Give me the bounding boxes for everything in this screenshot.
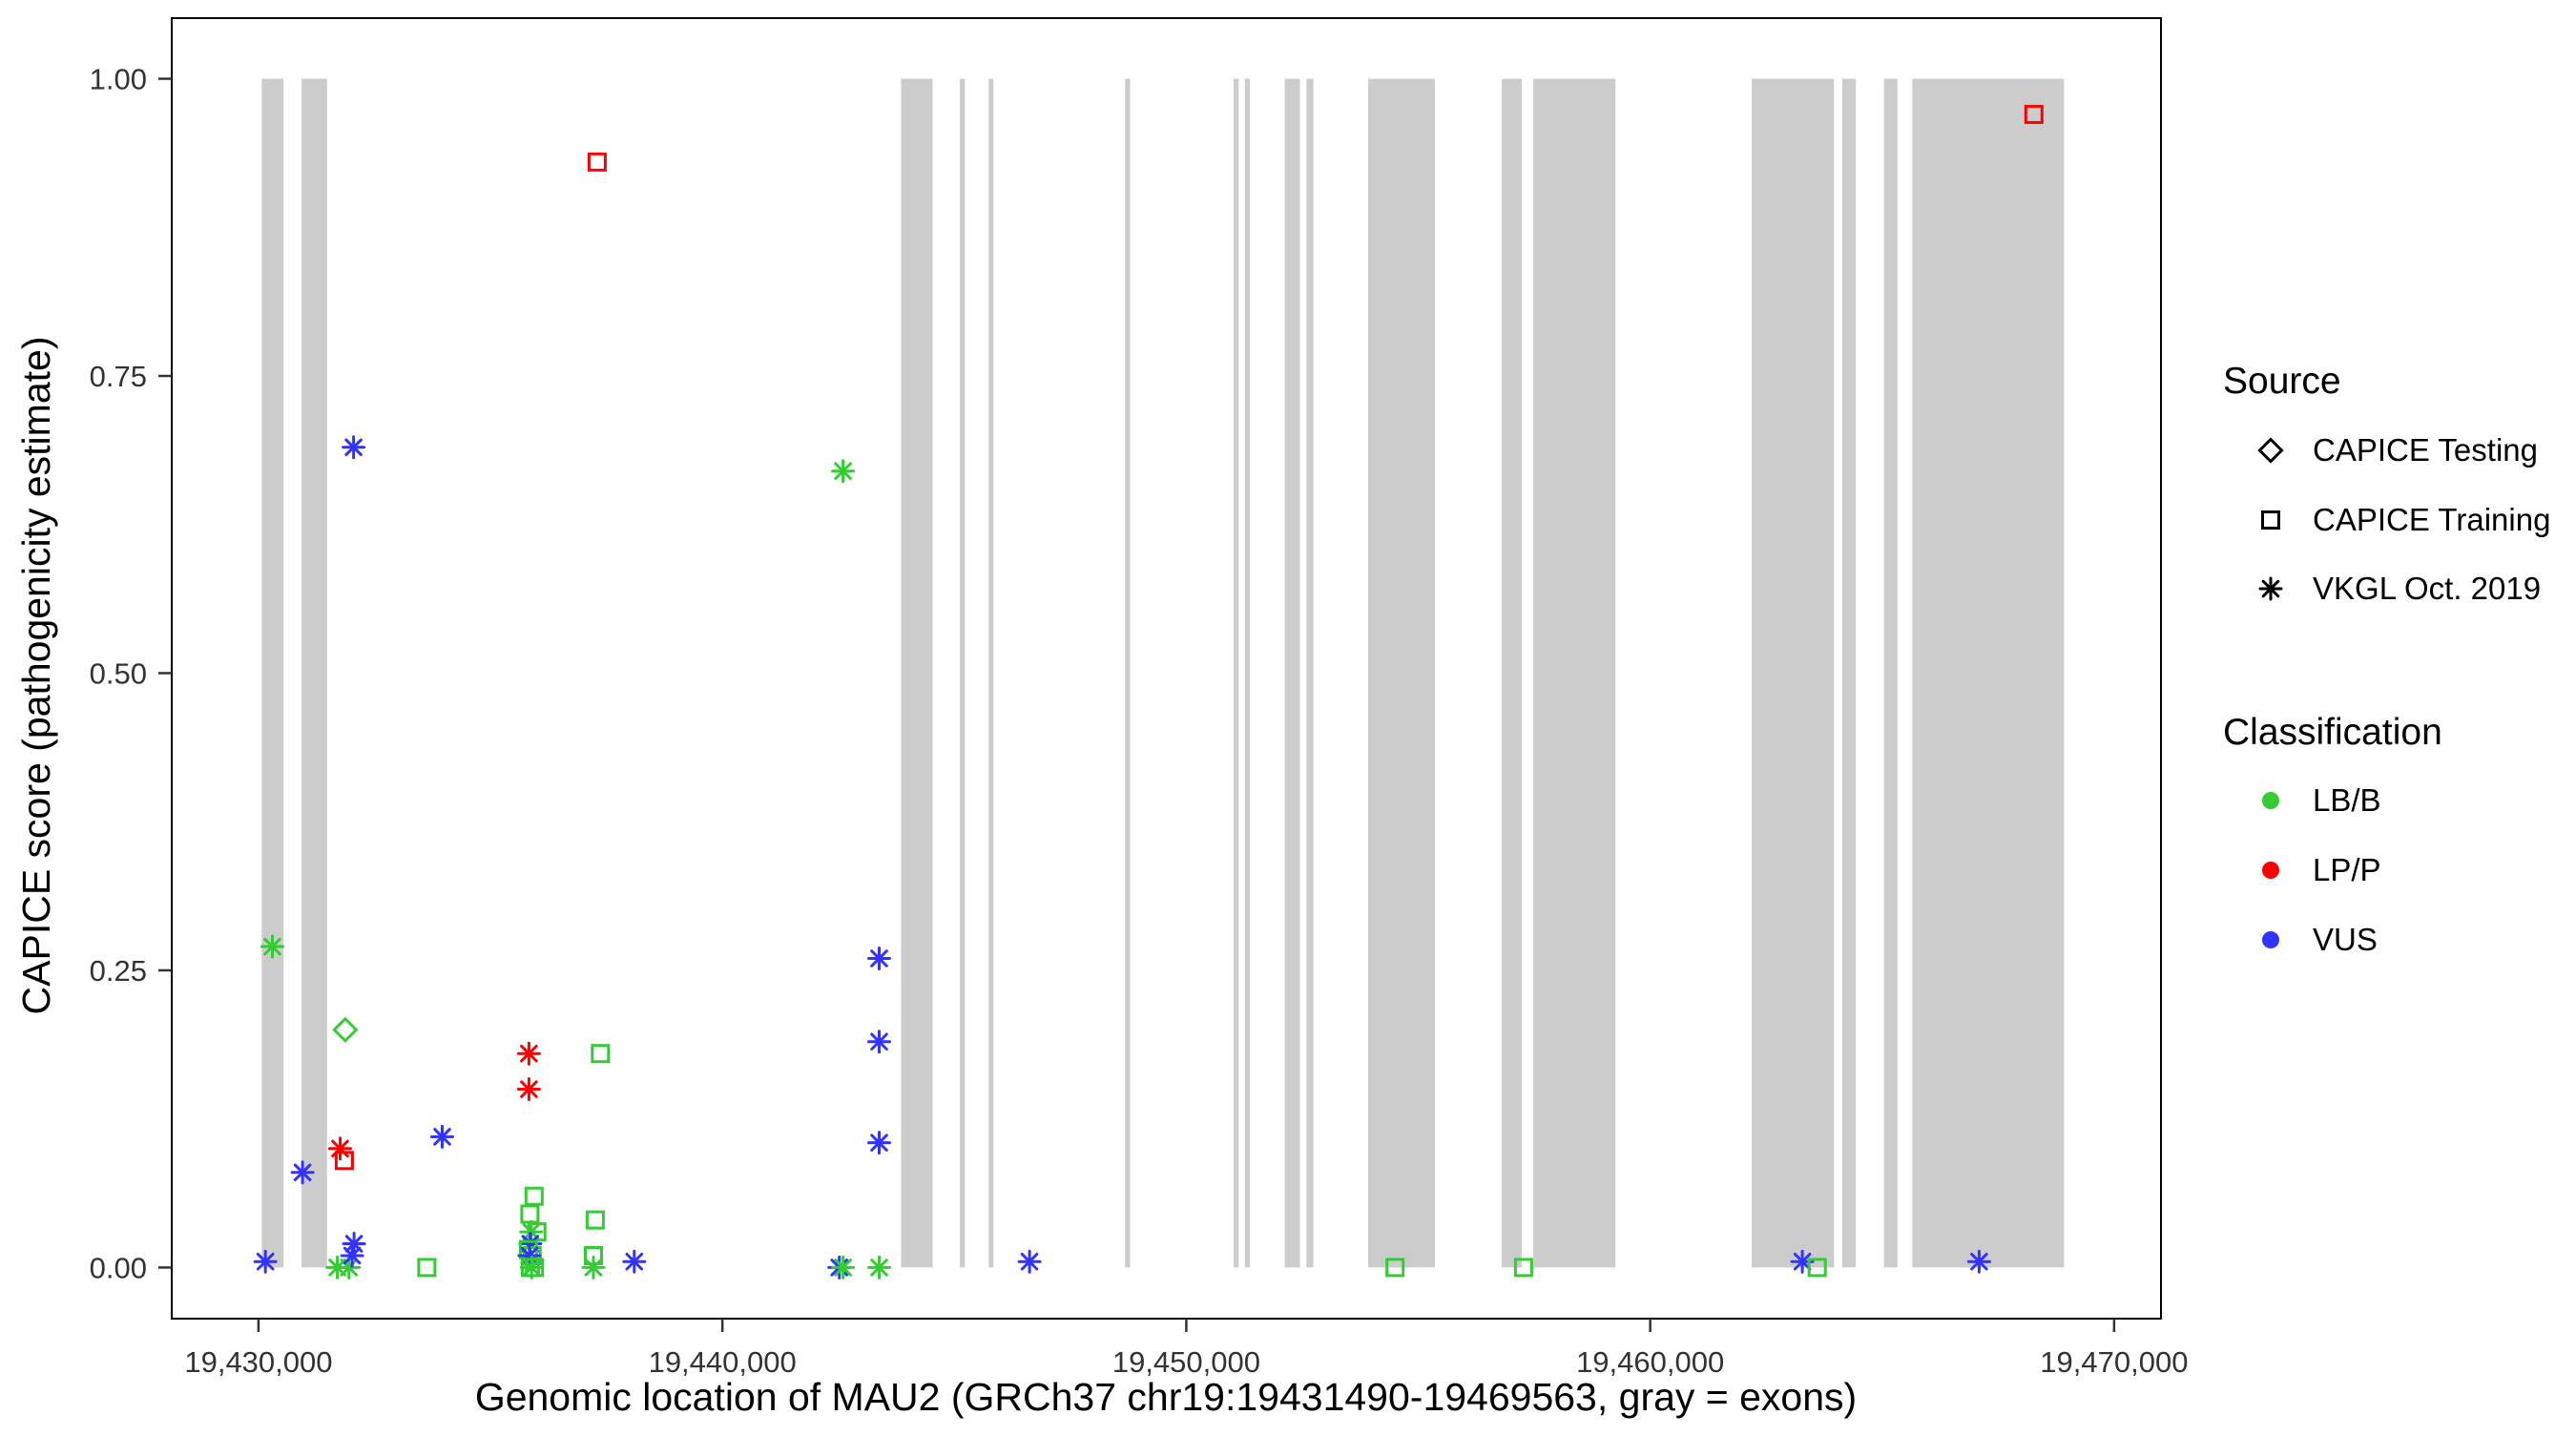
- point-asterisk: [260, 934, 284, 959]
- legend-item-label: LP/P: [2313, 852, 2381, 887]
- legend-item-label: CAPICE Testing: [2313, 432, 2538, 468]
- legend-source: Source CAPICE Testing CAPICE Training VK…: [2223, 361, 2550, 606]
- point-asterisk: [1017, 1249, 1042, 1274]
- lbb-dot-icon: [2262, 792, 2279, 809]
- legend-item-lpp: LP/P: [2262, 852, 2381, 887]
- data-points-layer: [253, 104, 2044, 1280]
- exon-band: [901, 78, 933, 1268]
- exon-band: [1752, 78, 1835, 1268]
- point-square: [417, 1258, 437, 1278]
- point-asterisk: [328, 1136, 352, 1161]
- square-icon: [2261, 510, 2280, 530]
- point-asterisk: [831, 459, 856, 484]
- exon-band: [1306, 78, 1314, 1268]
- exon-band: [988, 78, 994, 1268]
- point-asterisk: [867, 1255, 891, 1280]
- y-axis-title: CAPICE score (pathogenicity estimate): [14, 337, 58, 1015]
- vus-dot-icon: [2262, 931, 2279, 948]
- exon-band: [1533, 78, 1616, 1268]
- legend-item-label: VKGL Oct. 2019: [2313, 571, 2541, 606]
- legend-item-capice-training: CAPICE Training: [2261, 502, 2550, 537]
- y-axis-tick-label: 0.50: [90, 656, 147, 690]
- legend-item-vkgl: VKGL Oct. 2019: [2258, 571, 2541, 606]
- point-square: [1385, 1258, 1405, 1278]
- exon-band: [960, 78, 966, 1268]
- legend-item-label: VUS: [2313, 922, 2378, 957]
- exon-band: [1125, 78, 1131, 1268]
- legend-source-title: Source: [2223, 361, 2341, 402]
- y-axis-tick-label: 1.00: [90, 63, 147, 96]
- legend-item-label: CAPICE Training: [2313, 502, 2550, 537]
- point-asterisk: [516, 1041, 541, 1066]
- exon-band: [1883, 78, 1898, 1268]
- exon-band: [1502, 78, 1522, 1268]
- point-asterisk: [867, 1131, 891, 1155]
- point-asterisk: [342, 435, 366, 460]
- y-axis-tick-label: 0.75: [90, 360, 147, 393]
- diamond-icon: [2257, 437, 2284, 464]
- exon-band: [1912, 78, 2065, 1268]
- point-square: [2024, 104, 2044, 124]
- exon-band: [1234, 78, 1239, 1268]
- legend-classification: Classification LB/B LP/P VUS: [2223, 712, 2442, 957]
- point-square: [334, 1151, 354, 1171]
- point-diamond: [332, 1016, 359, 1043]
- point-asterisk: [867, 1030, 891, 1054]
- point-asterisk: [253, 1249, 278, 1274]
- legend-item-label: LB/B: [2313, 782, 2381, 818]
- point-asterisk: [1966, 1249, 1991, 1274]
- point-square: [1807, 1258, 1827, 1278]
- exon-band: [261, 78, 284, 1268]
- legend-item-lbb: LB/B: [2262, 782, 2381, 818]
- lpp-dot-icon: [2262, 862, 2279, 879]
- point-asterisk: [516, 1077, 541, 1101]
- point-asterisk: [342, 1232, 366, 1256]
- plot-panel-border: [171, 17, 2162, 1320]
- point-asterisk: [1790, 1249, 1815, 1274]
- point-square: [524, 1186, 544, 1206]
- exon-band: [301, 78, 327, 1268]
- x-axis-tick-label: 19,440,000: [649, 1345, 797, 1379]
- x-axis-tick-label: 19,470,000: [2040, 1345, 2188, 1379]
- point-asterisk: [430, 1124, 454, 1149]
- point-asterisk: [340, 1243, 364, 1268]
- exon-band: [1284, 78, 1300, 1268]
- y-axis-tick-label: 0.00: [90, 1251, 147, 1284]
- exon-band: [1842, 78, 1857, 1268]
- x-axis-tick-label: 19,460,000: [1576, 1345, 1724, 1379]
- point-asterisk: [831, 1255, 856, 1280]
- point-square: [591, 1044, 611, 1064]
- axis-layer: 19,430,000 19,440,000 19,450,000 19,460,000…: [90, 63, 2189, 1379]
- point-square: [520, 1204, 540, 1224]
- point-asterisk: [867, 947, 891, 970]
- exon-bands-layer: [261, 78, 2065, 1268]
- exon-band: [1244, 78, 1250, 1268]
- x-axis-tick-label: 19,450,000: [1112, 1345, 1260, 1379]
- point-asterisk: [290, 1160, 315, 1185]
- legend-item-vus: VUS: [2262, 922, 2378, 957]
- x-axis-tick-label: 19,430,000: [184, 1345, 332, 1379]
- point-square: [587, 152, 607, 172]
- asterisk-icon: [2258, 576, 2283, 601]
- legend-classification-title: Classification: [2223, 712, 2442, 753]
- x-axis-title: Genomic location of MAU2 (GRCh37 chr19:1…: [475, 1375, 1857, 1419]
- point-asterisk: [581, 1255, 606, 1280]
- point-asterisk: [622, 1249, 647, 1274]
- legend-item-capice-testing: CAPICE Testing: [2257, 432, 2538, 468]
- point-asterisk: [519, 1255, 544, 1280]
- exon-band: [1368, 78, 1435, 1268]
- point-square: [585, 1210, 605, 1230]
- point-square: [1513, 1258, 1533, 1278]
- y-axis-tick-label: 0.25: [90, 954, 147, 988]
